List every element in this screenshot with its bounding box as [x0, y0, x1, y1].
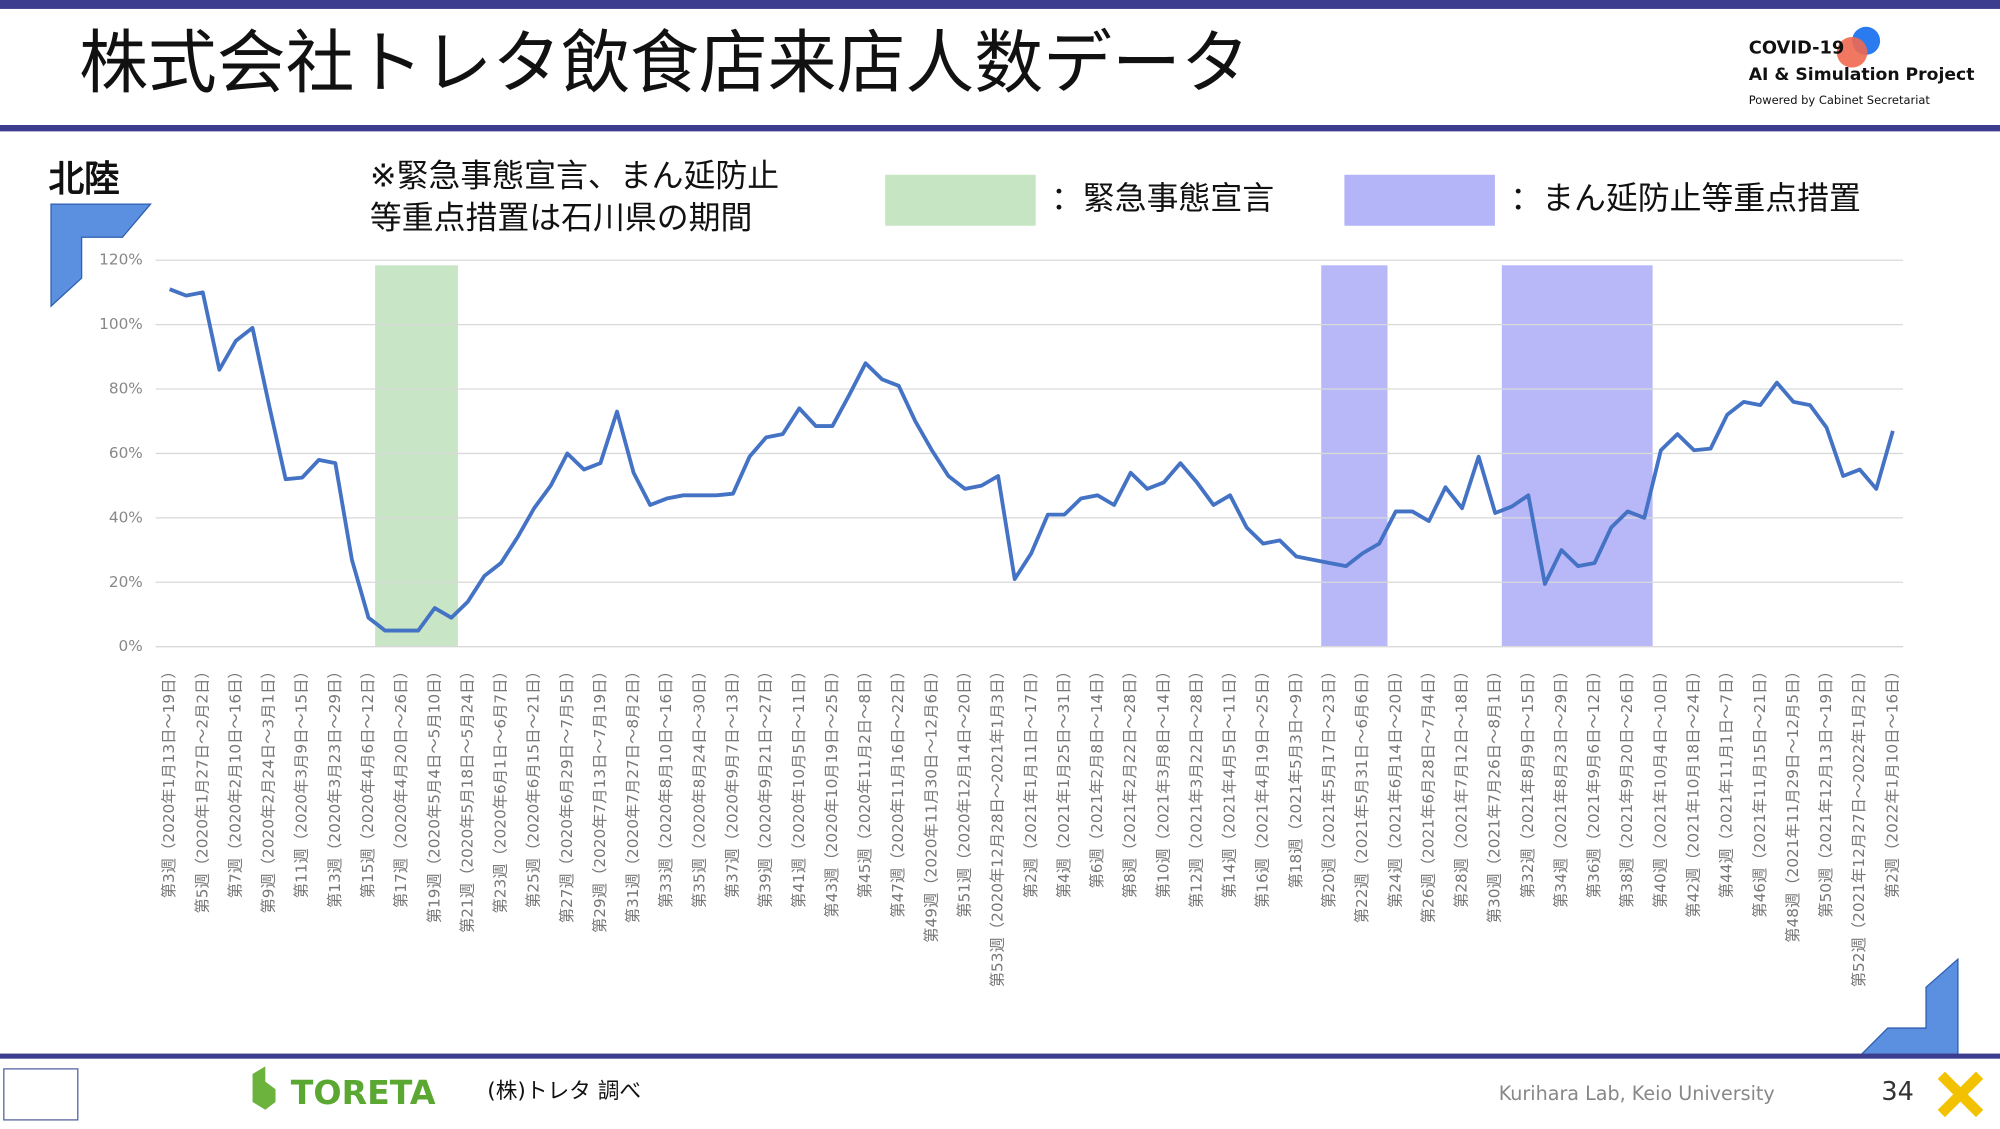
logo-text: COVID-19 — [1749, 37, 1845, 58]
data-line — [168, 287, 1895, 633]
x-tick-label: 第38週（2021年9月20日～26日） — [1618, 663, 1636, 908]
x-tick-label: 第24週（2021年6月14日～20日） — [1386, 663, 1404, 908]
note: 等重点措置は石川県の期間 — [370, 198, 753, 236]
logo-dot — [1836, 36, 1868, 68]
x-tick-label: 第53週（2020年12月28日～2021年1月3日） — [989, 663, 1007, 987]
x-tick-label: 第2週（2021年1月11日～17日） — [1022, 663, 1040, 898]
legend-label: ：緊急事態宣言 — [1051, 179, 1274, 217]
page-number: 34 — [1881, 1077, 1913, 1107]
x-tick-label: 第41週（2020年10月5日～11日） — [790, 663, 808, 908]
x-tick-label: 第31週（2020年7月27日～8月2日） — [624, 663, 642, 923]
x-tick-label: 第33週（2020年8月10日～16日） — [657, 663, 675, 908]
x-tick-label: 第39週（2020年9月21日～27日） — [757, 663, 775, 908]
corner-deco — [50, 203, 152, 308]
x-tick-label: 第14週（2021年4月5日～11日） — [1221, 663, 1239, 898]
corner-deco — [1858, 957, 1959, 1057]
y-tick-label: 80% — [109, 380, 143, 398]
x-tick-label: 第15週（2020年4月6日～12日） — [359, 663, 377, 898]
title-rule — [0, 125, 2000, 132]
x-tick-label: 第7週（2020年2月10日～16日） — [226, 663, 244, 898]
x-tick-label: 第47週（2020年11月16日～22日） — [889, 663, 907, 917]
legend-swatch — [885, 174, 1036, 226]
region-label: 北陸 — [48, 159, 119, 200]
x-tick-label: 第34週（2021年8月23日～29日） — [1552, 663, 1570, 908]
x-tick-label: 第4週（2021年1月25日～31日） — [1055, 663, 1073, 898]
lab-logo — [3, 1068, 79, 1121]
y-tick-label: 40% — [109, 508, 143, 526]
y-tick-label: 120% — [99, 251, 143, 269]
y-tick-label: 100% — [99, 315, 143, 333]
x-tick-label: 第11週（2020年3月9日～15日） — [293, 663, 311, 898]
footer-brand: TORETA — [291, 1073, 436, 1112]
x-tick-label: 第44週（2021年11月1日～7日） — [1718, 663, 1736, 898]
x-tick-label: 第29週（2020年7月13日～7月19日） — [591, 663, 609, 933]
x-tick-label: 第19週（2020年5月4日～5月10日） — [425, 663, 443, 923]
x-tick-label: 第18週（2021年5月3日～9日） — [1287, 663, 1305, 888]
logo-text: AI & Simulation Project — [1749, 65, 1975, 85]
x-tick-label: 第3週（2020年1月13日～19日） — [160, 663, 178, 898]
x-tick-label: 第16週（2021年4月19日～25日） — [1254, 663, 1272, 908]
x-tick-label: 第43週（2020年10月19日～25日） — [823, 663, 841, 917]
shaded-period — [1321, 265, 1388, 647]
y-tick-label: 0% — [119, 637, 143, 655]
x-tick-label: 第6週（2021年2月8日～14日） — [1088, 663, 1106, 888]
logo-text: Powered by Cabinet Secretariat — [1749, 93, 1931, 107]
x-tick-label: 第20週（2021年5月17日～23日） — [1320, 663, 1338, 908]
x-tick-label: 第49週（2020年11月30日～12月6日） — [922, 663, 940, 943]
title: 株式会社トレタ飲食店来店人数データ — [79, 24, 1250, 104]
legend-label: ：まん延防止等重点措置 — [1510, 179, 1861, 217]
x-tick-label: 第32週（2021年8月9日～15日） — [1519, 663, 1537, 898]
shaded-period — [1501, 265, 1653, 647]
footer-lab: Kurihara Lab, Keio University — [1499, 1082, 1775, 1105]
x-tick-label: 第9週（2020年2月24日～3月1日） — [260, 663, 278, 913]
x-tick-label: 第46週（2021年11月15日～21日） — [1751, 663, 1769, 917]
x-tick-label: 第42週（2021年10月18日～24日） — [1685, 663, 1703, 917]
x-tick-label: 第8週（2021年2月22日～28日） — [1121, 663, 1139, 898]
x-tick-label: 第12週（2021年3月22日～28日） — [1187, 663, 1205, 908]
x-tick-label: 第27週（2020年6月29日～7月5日） — [558, 663, 576, 923]
legend-swatch — [1344, 174, 1495, 226]
toreta-logo — [252, 1066, 276, 1110]
x-tick-label: 第26週（2021年6月28日～7月4日） — [1419, 663, 1437, 923]
footer-rule — [0, 1053, 2000, 1059]
x-tick-label: 第40週（2021年10月4日～10日） — [1651, 663, 1669, 908]
note: ※緊急事態宣言、まん延防止 — [370, 156, 779, 194]
x-tick-label: 第13週（2020年3月23日～29日） — [326, 663, 344, 908]
x-tick-label: 第23週（2020年6月1日～6月7日） — [492, 663, 510, 913]
x-tick-label: 第22週（2021年5月31日～6月6日） — [1353, 663, 1371, 923]
x-tick-label: 第25週（2020年6月15日～21日） — [525, 663, 543, 908]
x-tick-label: 第51週（2020年12月14日～20日） — [955, 663, 973, 917]
y-tick-label: 20% — [109, 573, 143, 591]
x-tick-label: 第10週（2021年3月8日～14日） — [1154, 663, 1172, 898]
x-tick-label: 第52週（2021年12月27日～2022年1月2日） — [1850, 663, 1868, 987]
x-tick-label: 第5週（2020年1月27日～2月2日） — [193, 663, 211, 913]
x-tick-label: 第45週（2020年11月2日～8日） — [856, 663, 874, 898]
y-tick-label: 60% — [109, 444, 143, 462]
x-tick-label: 第17週（2020年4月20日～26日） — [392, 663, 410, 908]
x-tick-label: 第36週（2021年9月6日～12日） — [1585, 663, 1603, 898]
shaded-period — [375, 265, 458, 647]
x-tick-label: 第2週（2022年1月10日～16日） — [1883, 663, 1901, 898]
x-tick-label: 第21週（2020年5月18日～5月24日） — [458, 663, 476, 933]
x-tick-label: 第28週（2021年7月12日～18日） — [1453, 663, 1471, 908]
x-tick-label: 第35週（2020年8月24日～30日） — [690, 663, 708, 908]
x-tick-label: 第50週（2021年12月13日～19日） — [1817, 663, 1835, 917]
x-tick-label: 第37週（2020年9月7日～13日） — [724, 663, 742, 898]
x-tick-label: 第30週（2021年7月26日～8月1日） — [1486, 663, 1504, 923]
x-tick-label: 第48週（2021年11月29日～12月5日） — [1784, 663, 1802, 943]
x-logo — [1937, 1071, 1984, 1118]
footer-source: (株)トレタ 調べ — [487, 1079, 641, 1104]
top-bar — [0, 0, 2000, 9]
